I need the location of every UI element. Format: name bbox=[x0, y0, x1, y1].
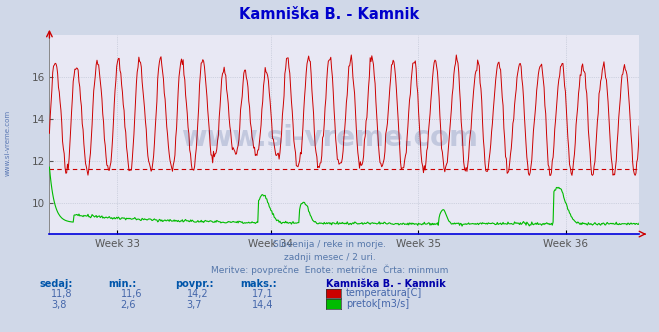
Text: temperatura[C]: temperatura[C] bbox=[346, 288, 422, 298]
Text: www.si-vreme.com: www.si-vreme.com bbox=[181, 124, 478, 152]
Text: 14,2: 14,2 bbox=[186, 289, 208, 299]
Text: 3,8: 3,8 bbox=[51, 300, 67, 310]
Text: povpr.:: povpr.: bbox=[175, 279, 213, 289]
Text: Kamniška B. - Kamnik: Kamniška B. - Kamnik bbox=[326, 279, 446, 289]
Text: www.si-vreme.com: www.si-vreme.com bbox=[5, 110, 11, 176]
Text: 3,7: 3,7 bbox=[186, 300, 202, 310]
Text: Kamniška B. - Kamnik: Kamniška B. - Kamnik bbox=[239, 7, 420, 23]
Text: min.:: min.: bbox=[109, 279, 137, 289]
Text: Meritve: povprečne  Enote: metrične  Črta: minmum: Meritve: povprečne Enote: metrične Črta:… bbox=[211, 264, 448, 275]
Text: zadnji mesec / 2 uri.: zadnji mesec / 2 uri. bbox=[283, 253, 376, 262]
Text: 11,8: 11,8 bbox=[51, 289, 73, 299]
Text: 2,6: 2,6 bbox=[121, 300, 136, 310]
Text: pretok[m3/s]: pretok[m3/s] bbox=[346, 299, 409, 309]
Text: sedaj:: sedaj: bbox=[40, 279, 73, 289]
Text: 14,4: 14,4 bbox=[252, 300, 274, 310]
Text: maks.:: maks.: bbox=[241, 279, 277, 289]
Text: 11,6: 11,6 bbox=[121, 289, 142, 299]
Text: 17,1: 17,1 bbox=[252, 289, 274, 299]
Text: Slovenija / reke in morje.: Slovenija / reke in morje. bbox=[273, 240, 386, 249]
